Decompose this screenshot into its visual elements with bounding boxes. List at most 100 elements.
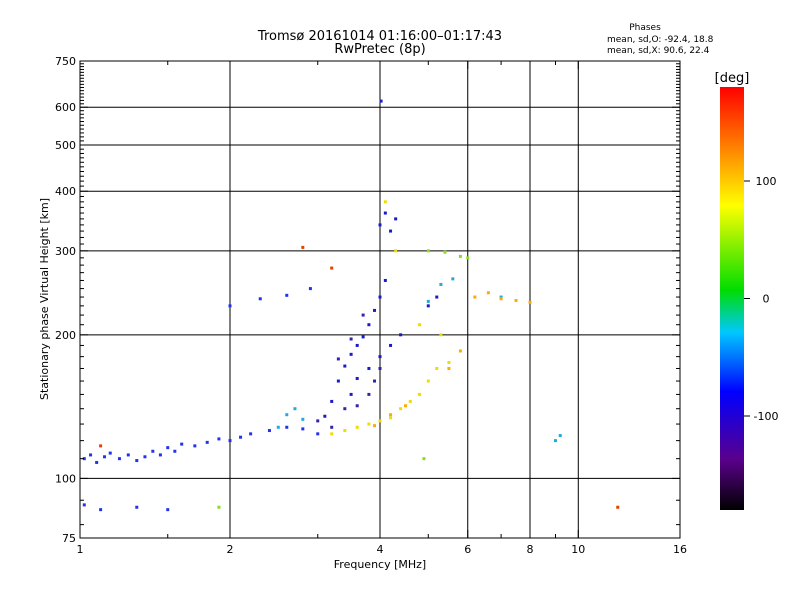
data-point xyxy=(378,366,382,370)
data-point xyxy=(378,419,382,423)
data-point xyxy=(383,200,387,204)
x-tick-label: 16 xyxy=(673,543,687,556)
data-point xyxy=(193,444,197,448)
y-axis-label: Stationary phase Virtual Height [km] xyxy=(38,198,51,400)
data-point xyxy=(316,419,320,423)
data-point xyxy=(285,293,289,297)
y-tick-label: 200 xyxy=(55,329,76,342)
data-point xyxy=(389,229,393,233)
x-tick-label: 2 xyxy=(227,543,234,556)
data-point xyxy=(166,446,170,450)
data-point xyxy=(217,505,221,509)
data-point xyxy=(108,451,112,455)
data-point xyxy=(379,99,383,103)
data-point xyxy=(514,299,518,303)
data-point xyxy=(330,425,334,429)
data-point xyxy=(389,413,393,417)
data-point xyxy=(422,457,426,461)
data-point xyxy=(367,323,371,327)
data-point xyxy=(558,434,562,438)
data-point xyxy=(267,429,271,433)
data-point xyxy=(301,245,305,249)
data-point xyxy=(394,249,398,253)
data-point xyxy=(473,295,477,299)
data-point xyxy=(158,453,162,457)
data-point xyxy=(426,249,430,253)
x-tick-label: 10 xyxy=(571,543,585,556)
data-point xyxy=(439,333,443,337)
data-point xyxy=(166,508,170,512)
tick-labels: 1 2 4 6 8 10 16 75 100 200 300 400 500 600 750 xyxy=(55,55,687,556)
x-tick-label: 1 xyxy=(77,543,84,556)
y-tick-label: 100 xyxy=(55,472,76,485)
data-point xyxy=(205,440,209,444)
data-point xyxy=(308,287,312,291)
data-point xyxy=(403,404,407,408)
data-point xyxy=(435,295,439,299)
data-point xyxy=(99,444,103,448)
data-point xyxy=(417,392,421,396)
data-point xyxy=(528,300,532,304)
data-point xyxy=(143,455,147,459)
grid-lines xyxy=(80,61,680,538)
data-point xyxy=(82,457,86,461)
data-point xyxy=(443,250,447,254)
data-point xyxy=(378,355,382,359)
y-tick-label: 400 xyxy=(55,185,76,198)
data-point xyxy=(367,392,371,396)
data-point xyxy=(355,343,359,347)
data-point xyxy=(301,427,305,431)
info-line-o: mean, sd,O: -92.4, 18.8 xyxy=(607,35,714,45)
colorbar-tick-label: -100 xyxy=(754,410,779,423)
data-point xyxy=(408,399,412,403)
data-point xyxy=(95,460,99,464)
data-point xyxy=(435,366,439,370)
data-point xyxy=(89,453,93,457)
data-point xyxy=(367,366,371,370)
data-point xyxy=(343,407,347,411)
data-point xyxy=(349,392,353,396)
data-point xyxy=(249,432,253,436)
data-point xyxy=(126,453,130,457)
data-point xyxy=(447,366,451,370)
data-point xyxy=(389,416,393,420)
x-tick-label: 4 xyxy=(377,543,384,556)
data-point xyxy=(285,413,289,417)
data-point xyxy=(135,459,139,463)
data-point xyxy=(355,425,359,429)
data-point xyxy=(373,308,377,312)
data-point xyxy=(426,379,430,383)
data-point xyxy=(383,278,387,282)
data-point xyxy=(330,432,334,436)
data-point xyxy=(361,313,365,317)
data-point xyxy=(447,360,451,364)
data-point xyxy=(336,379,340,383)
data-point xyxy=(373,424,377,428)
data-point xyxy=(378,295,382,299)
plot-frame xyxy=(79,60,681,539)
y-tick-label: 750 xyxy=(55,55,76,68)
data-point xyxy=(301,417,305,421)
data-point xyxy=(258,297,262,301)
data-point xyxy=(173,449,177,453)
data-point xyxy=(355,376,359,380)
data-point xyxy=(228,304,232,308)
colorbar-tick-label: 0 xyxy=(763,293,770,306)
data-point xyxy=(373,379,377,383)
x-tick-label: 8 xyxy=(527,543,534,556)
data-point xyxy=(349,352,353,356)
colorbar xyxy=(720,87,744,510)
data-point xyxy=(343,429,347,433)
data-point xyxy=(389,343,393,347)
data-point xyxy=(616,505,620,509)
data-point xyxy=(426,299,430,303)
data-point xyxy=(82,503,86,507)
colorbar-tick-label: 100 xyxy=(756,175,777,188)
data-point xyxy=(383,211,387,215)
chart-subtitle: RwPretec (8p) xyxy=(334,42,425,57)
data-point xyxy=(276,425,280,429)
data-point xyxy=(417,323,421,327)
data-point xyxy=(336,357,340,361)
data-point xyxy=(117,457,121,461)
